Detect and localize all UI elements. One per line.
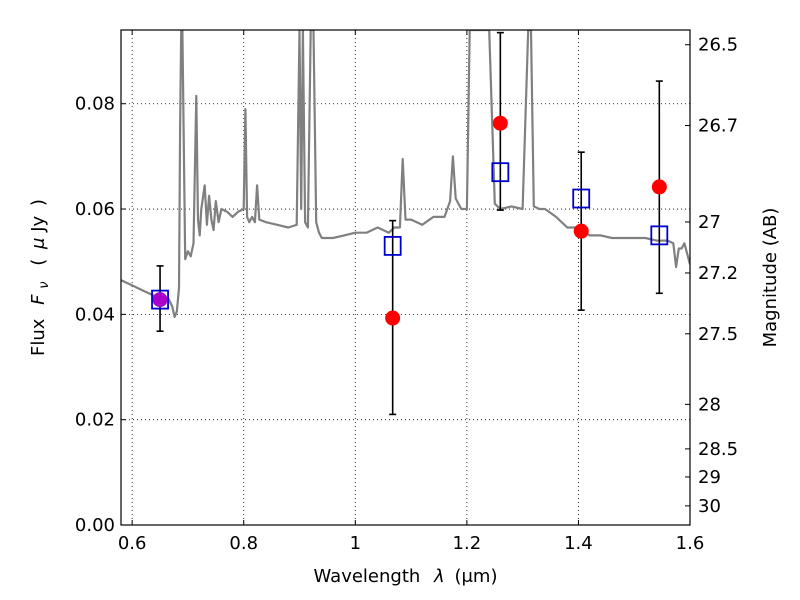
y-axis-label: Flux F ν ( μ Jy ) (28, 199, 53, 356)
plot-frame (120, 29, 691, 526)
observed-point (651, 179, 667, 195)
x-tick-label: 1.4 (564, 533, 593, 554)
observed-point (152, 292, 168, 308)
y-tick-label: 0.08 (75, 94, 115, 115)
x-axis-label-unit: (μm) (454, 566, 497, 587)
right-tick-label: 28.5 (698, 439, 738, 460)
y-axis-label-symbol: F (28, 294, 49, 305)
model-photometry-point (151, 289, 169, 310)
observed-point (385, 310, 401, 326)
x-axis-label: Wavelength λ (μm) (314, 566, 498, 587)
model-photometry-point (383, 236, 402, 256)
observed-point (573, 223, 589, 239)
x-tick-label: 0.8 (229, 533, 258, 554)
x-tick-label: 1 (350, 533, 361, 554)
right-tick-label: 30 (698, 496, 721, 517)
y-axis-label-symbol-sub: ν (37, 281, 52, 288)
x-tick-label: 1.2 (453, 533, 482, 554)
right-tick-label: 27.5 (698, 324, 738, 345)
x-axis-label-symbol: λ (433, 566, 445, 587)
right-tick-label: 27 (698, 212, 721, 233)
model-photometry-point (491, 162, 510, 183)
y-tick-label: 0.06 (75, 199, 115, 220)
model-spectrum-layer (121, 30, 690, 319)
y-axis-label-unit-close: ) (28, 199, 49, 206)
right-tick-label: 27.2 (698, 263, 738, 284)
x-tick-label: 0.6 (118, 533, 147, 554)
y-axis-label-text: Flux (28, 318, 49, 356)
observed-point (492, 115, 508, 131)
y-axis-label-unit: Jy (28, 215, 49, 232)
data-markers (151, 115, 669, 326)
x-axis-label-text: Wavelength (314, 566, 421, 587)
y-tick-label: 0.04 (75, 304, 115, 325)
grid (121, 30, 690, 525)
y-tick-label: 0.02 (75, 410, 115, 431)
right-axis-label: Magnitude (AB) (760, 208, 781, 348)
y-tick-label: 0.00 (75, 515, 115, 536)
right-tick-label: 26.5 (698, 35, 738, 56)
y-axis-label-unit-mu: μ (28, 238, 49, 250)
y-axis-label-unit-open: ( (28, 259, 49, 266)
model-photometry-point (572, 188, 591, 209)
right-tick-label: 29 (698, 467, 721, 488)
model-photometry-point (650, 225, 669, 246)
model-spectrum-line (121, 30, 690, 319)
error-bars (156, 31, 663, 416)
ticks: 0.6 0.8 1 1.2 1.4 1.6 0.00 0.02 0.04 0.06 0.08 26.5… (75, 30, 738, 554)
right-tick-label: 26.7 (698, 116, 738, 137)
right-tick-label: 28 (698, 394, 721, 415)
x-tick-label: 1.6 (676, 533, 705, 554)
